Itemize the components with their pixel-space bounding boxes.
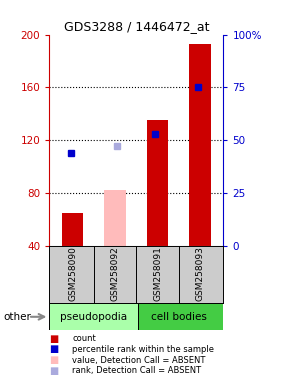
- Text: count: count: [72, 334, 96, 343]
- Bar: [138, 303, 223, 330]
- Text: percentile rank within the sample: percentile rank within the sample: [72, 345, 215, 354]
- Text: other: other: [3, 312, 31, 322]
- Text: pseudopodia: pseudopodia: [60, 312, 127, 322]
- Text: rank, Detection Call = ABSENT: rank, Detection Call = ABSENT: [72, 366, 202, 376]
- Bar: [49, 303, 138, 330]
- Text: ■: ■: [49, 355, 59, 365]
- Text: GSM258091: GSM258091: [153, 246, 162, 301]
- Bar: [189, 44, 211, 246]
- Text: value, Detection Call = ABSENT: value, Detection Call = ABSENT: [72, 356, 206, 365]
- Bar: [104, 190, 126, 246]
- Text: GSM258093: GSM258093: [195, 246, 204, 301]
- Text: ■: ■: [49, 334, 59, 344]
- Text: ■: ■: [49, 366, 59, 376]
- Text: cell bodies: cell bodies: [151, 312, 207, 322]
- Bar: [62, 213, 83, 246]
- Text: GSM258092: GSM258092: [110, 246, 119, 301]
- Text: GSM258090: GSM258090: [68, 246, 77, 301]
- Text: ■: ■: [49, 344, 59, 354]
- Bar: [147, 120, 168, 246]
- Title: GDS3288 / 1446472_at: GDS3288 / 1446472_at: [64, 20, 209, 33]
